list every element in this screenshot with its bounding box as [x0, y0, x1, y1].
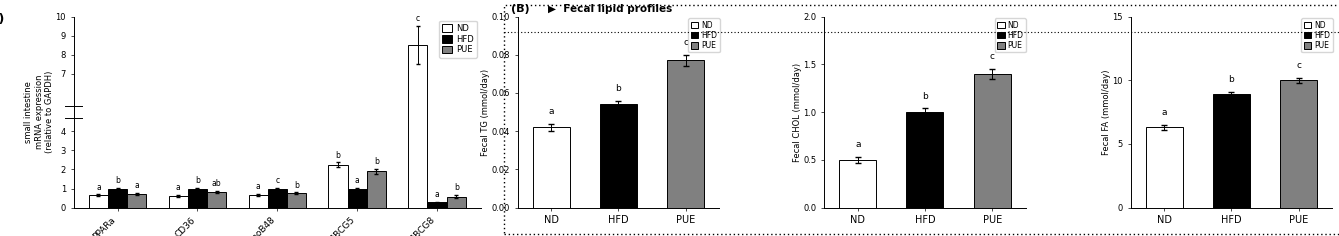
Text: b: b: [295, 181, 299, 190]
Bar: [328, 165, 348, 208]
Text: (A): (A): [0, 13, 5, 26]
Text: a: a: [856, 140, 861, 149]
Bar: [1146, 127, 1182, 208]
Text: b: b: [115, 176, 121, 185]
Text: c: c: [276, 176, 280, 185]
Text: a: a: [1161, 108, 1168, 117]
Bar: [408, 45, 427, 208]
Bar: [348, 189, 367, 208]
Bar: [88, 195, 108, 208]
Text: a: a: [175, 183, 181, 192]
Legend: ND, HFD, PUE: ND, HFD, PUE: [995, 18, 1026, 52]
Bar: [108, 189, 127, 208]
Legend: ND, HFD, PUE: ND, HFD, PUE: [439, 21, 477, 58]
Text: c: c: [990, 52, 995, 61]
Bar: [600, 105, 637, 208]
Bar: [367, 171, 386, 208]
Bar: [208, 192, 226, 208]
Text: b: b: [1229, 75, 1235, 84]
Bar: [667, 60, 704, 208]
Text: c: c: [1296, 61, 1302, 70]
Text: a: a: [549, 107, 554, 116]
Legend: ND, HFD, PUE: ND, HFD, PUE: [1302, 18, 1332, 52]
Bar: [187, 189, 208, 208]
Y-axis label: Fecal TG (mmol/day): Fecal TG (mmol/day): [481, 68, 490, 156]
Text: b: b: [374, 157, 379, 166]
Text: a: a: [134, 181, 139, 190]
Text: a: a: [256, 182, 261, 191]
Text: a: a: [355, 176, 360, 185]
Text: c: c: [416, 14, 420, 23]
Bar: [533, 127, 569, 208]
Bar: [447, 197, 466, 208]
Bar: [268, 189, 287, 208]
Bar: [127, 194, 146, 208]
Text: (B): (B): [511, 4, 529, 13]
Text: ab: ab: [212, 179, 221, 188]
Text: ▶  Fecal lipid profiles: ▶ Fecal lipid profiles: [549, 4, 672, 13]
Text: b: b: [336, 151, 340, 160]
Bar: [287, 193, 307, 208]
Text: a: a: [435, 190, 439, 199]
Bar: [840, 160, 876, 208]
Legend: ND, HFD, PUE: ND, HFD, PUE: [688, 18, 719, 52]
Text: b: b: [454, 183, 459, 192]
Text: b: b: [195, 176, 200, 185]
Bar: [1280, 80, 1318, 208]
Bar: [169, 196, 187, 208]
Text: b: b: [923, 92, 928, 101]
Bar: [1213, 94, 1251, 208]
Bar: [427, 202, 447, 208]
Bar: [907, 112, 944, 208]
Bar: [973, 74, 1011, 208]
Text: b: b: [616, 84, 621, 93]
Y-axis label: small intestine
mRNA expression
(relative to GAPDH): small intestine mRNA expression (relativ…: [24, 71, 54, 153]
Bar: [249, 195, 268, 208]
Y-axis label: Fecal FA (mmol/day): Fecal FA (mmol/day): [1102, 69, 1111, 155]
Y-axis label: Fecal CHOL (mmol/day): Fecal CHOL (mmol/day): [793, 63, 802, 162]
Text: c: c: [683, 38, 688, 47]
Text: a: a: [96, 183, 100, 192]
